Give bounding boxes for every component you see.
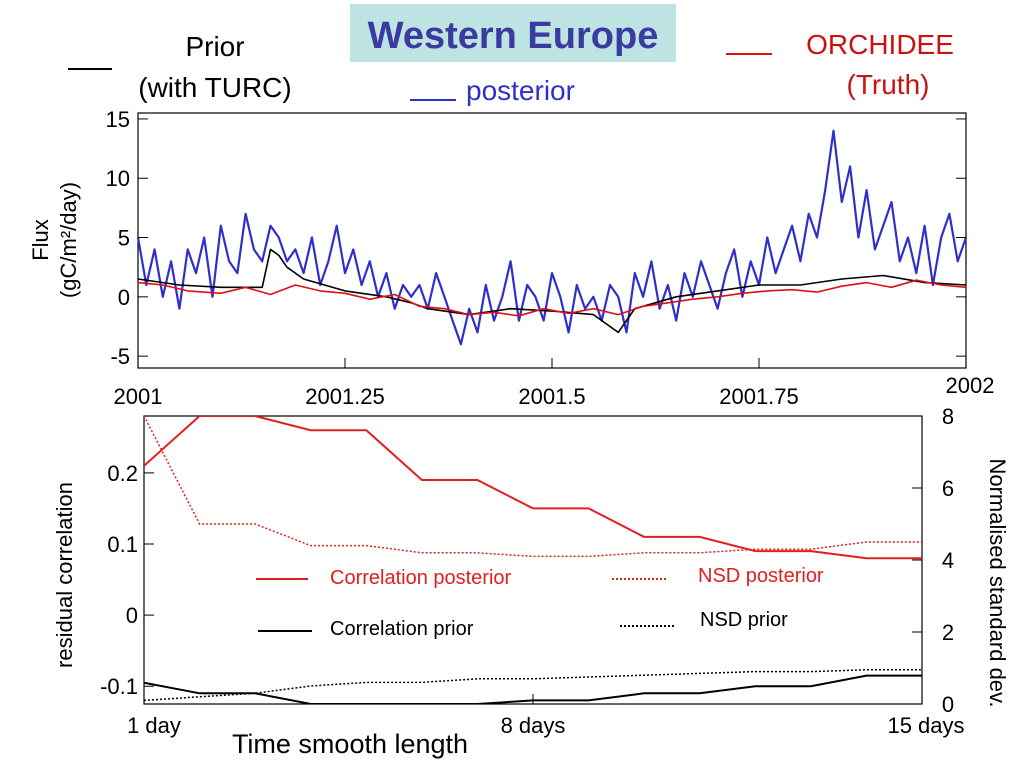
flux-series-orchidee: [137, 279, 967, 317]
nsd-ytick-label: 4: [942, 548, 954, 573]
residual-xtick-label: 15 days: [887, 713, 964, 738]
chart-title: Western Europe: [368, 15, 659, 57]
flux-xtick-label: 2001.75: [719, 384, 799, 409]
nsd-ytick-label: 2: [942, 620, 954, 645]
residual-xtick-label: 1 day: [127, 713, 181, 738]
residual-ylabel: residual correlation: [52, 482, 77, 668]
nsd-ytick-label: 8: [942, 404, 954, 429]
flux-ytick-label: 5: [118, 226, 130, 251]
flux-ytick-label: 0: [118, 285, 130, 310]
flux-series-prior-with-turc: [137, 248, 967, 334]
nsd-ytick-label: 6: [942, 476, 954, 501]
legend-prior-line1: Prior: [185, 31, 244, 62]
flux-xtick-label: 2001.25: [305, 384, 385, 409]
residual-ytick-label: 0.1: [107, 532, 138, 557]
flux-ytick-label: 15: [106, 107, 130, 132]
nsd-y2label: Normalised standard dev.: [985, 458, 1010, 707]
residual-plot-frame: [143, 415, 923, 705]
residual-series-group: [144, 416, 922, 704]
residual-series-correlation-posterior: [144, 416, 922, 560]
flux-plot-frame: [137, 112, 967, 369]
residual-ytick-label: -0.1: [100, 674, 138, 699]
legend-orchidee-line1: ORCHIDEE: [806, 29, 954, 60]
residual-xtick-label: 8 days: [501, 713, 566, 738]
flux-ytick-label: -5: [110, 344, 130, 369]
residual-axis-ticks: -0.1 0 0.1 0.2 0 2 4 6 8 1 day 8 days 15 days: [100, 404, 964, 738]
flux-series-posterior: [136, 129, 968, 346]
flux-chart: -5 0 5 10 15 2001 2001.25 2001.5 2001.75 2002 Flu…: [28, 107, 994, 409]
legend-corr-prior-label: Correlation prior: [330, 618, 474, 640]
flux-xtick-label: 2001: [114, 384, 163, 409]
residual-ytick-label: 0: [126, 603, 138, 628]
legend-corr-posterior-label: Correlation posterior: [330, 567, 512, 589]
flux-ylabel-line1: Flux: [28, 219, 53, 261]
flux-axis-ticks: -5 0 5 10 15 2001 2001.25 2001.5 2001.75 2002: [106, 107, 995, 409]
residual-series-nsd-prior: [144, 669, 922, 702]
flux-series-group: [136, 129, 968, 346]
flux-ytick-label: 10: [106, 166, 130, 191]
residual-ytick-label: 0.2: [107, 461, 138, 486]
flux-ylabel-line2: (gC/m²/day): [56, 182, 81, 298]
title-box: [350, 4, 676, 62]
residual-xlabel: Time smooth length: [232, 729, 468, 759]
legend-orchidee-line2: (Truth): [847, 69, 930, 100]
flux-xtick-label: 2001.5: [518, 384, 585, 409]
legend-posterior-label: posterior: [466, 75, 575, 106]
nsd-ytick-label: 0: [942, 692, 954, 717]
legend-prior-line2: (with TURC): [138, 72, 291, 103]
legend-nsd-posterior-label: NSD posterior: [698, 565, 824, 587]
residual-series-nsd-posterior: [144, 416, 922, 558]
flux-xtick-label: 2002: [946, 373, 995, 398]
legend-nsd-prior-label: NSD prior: [700, 609, 788, 631]
residual-chart: -0.1 0 0.1 0.2 0 2 4 6 8 1 day 8 days 15 days resid…: [52, 404, 1010, 759]
